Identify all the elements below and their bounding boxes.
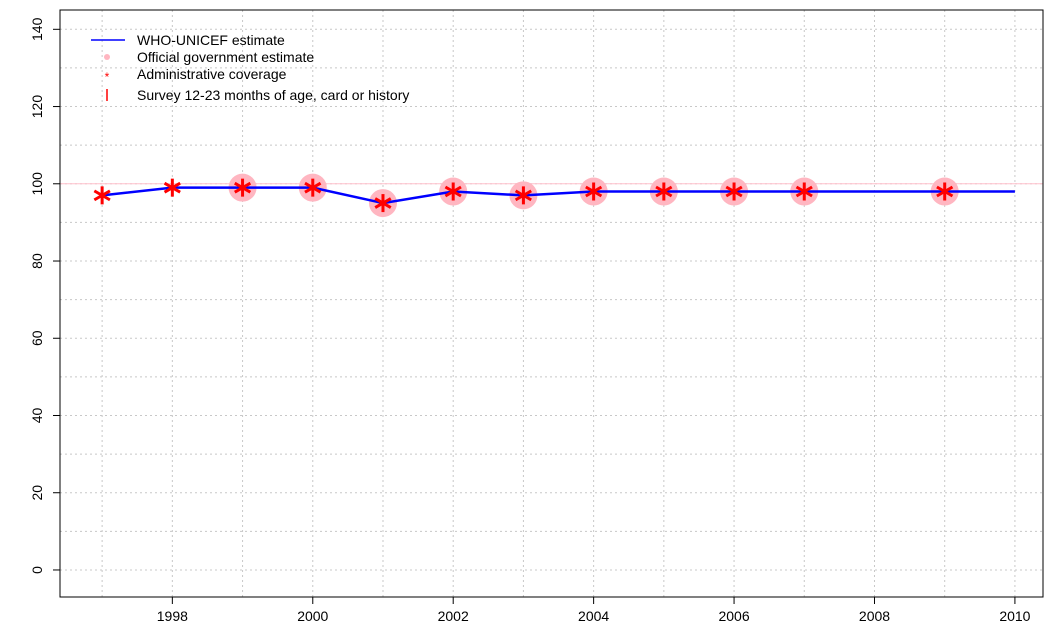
- admin-coverage-point: [725, 182, 743, 201]
- asterisk-stroke: [795, 185, 813, 198]
- asterisk-stroke: [93, 189, 111, 202]
- axes: 1998 2000 2002 2004 2006 2008 2010 0 20 40 60 80 100…: [29, 17, 1031, 624]
- asterisk-stroke: [725, 185, 743, 198]
- plot-frame: [59, 9, 1044, 598]
- admin-coverage-point: [163, 178, 181, 197]
- y-tick-label: 0: [29, 566, 45, 574]
- legend-asterisk-marker: *: [105, 70, 110, 84]
- admin-coverage-point: [93, 186, 111, 205]
- legend-label-who-unicef: WHO-UNICEF estimate: [137, 32, 285, 48]
- asterisk-stroke: [234, 181, 252, 194]
- asterisk-stroke: [374, 197, 392, 209]
- who-unicef-line: [101, 186, 1015, 205]
- admin-coverage-point: [795, 182, 813, 201]
- admin-coverage-point: [936, 182, 954, 201]
- asterisk-stroke: [936, 185, 954, 198]
- admin-coverage-point: [514, 186, 532, 205]
- x-tick-label: 1998: [157, 608, 188, 624]
- y-tick-label: 100: [29, 172, 45, 196]
- admin-coverage-point: [585, 182, 603, 201]
- x-tick-label: 2010: [999, 608, 1030, 624]
- admin-coverage-point: [444, 182, 462, 201]
- y-tick-label: 40: [29, 407, 45, 423]
- x-tick-label: 2008: [859, 608, 890, 624]
- asterisk-stroke: [444, 185, 462, 198]
- y-tick-label: 80: [29, 253, 45, 269]
- grid-lines: [60, 10, 1043, 597]
- x-tick-label: 2006: [718, 608, 749, 624]
- y-tick-label: 140: [29, 17, 45, 41]
- asterisk-stroke: [655, 185, 673, 198]
- admin-coverage-point: [374, 194, 392, 213]
- legend-dot-marker: [104, 54, 110, 60]
- admin-coverage-point: [655, 182, 673, 201]
- y-tick-label: 20: [29, 485, 45, 501]
- admin-coverage-point: [234, 178, 252, 197]
- admin-coverage-point: [304, 178, 322, 197]
- legend-label-official: Official government estimate: [137, 49, 314, 65]
- asterisk-stroke: [304, 181, 322, 194]
- y-tick-label: 60: [29, 330, 45, 346]
- x-tick-label: 2000: [297, 608, 328, 624]
- legend-label-survey: Survey 12-23 months of age, card or hist…: [137, 87, 409, 103]
- legend-label-administrative: Administrative coverage: [137, 66, 287, 82]
- x-tick-label: 2002: [438, 608, 469, 624]
- series-layer: [93, 173, 1015, 218]
- asterisk-stroke: [163, 181, 181, 194]
- asterisk-stroke: [585, 185, 603, 198]
- x-tick-label: 2004: [578, 608, 609, 624]
- y-tick-label: 120: [29, 95, 45, 119]
- asterisk-stroke: [514, 189, 532, 202]
- legend: WHO-UNICEF estimate Official government …: [91, 32, 409, 103]
